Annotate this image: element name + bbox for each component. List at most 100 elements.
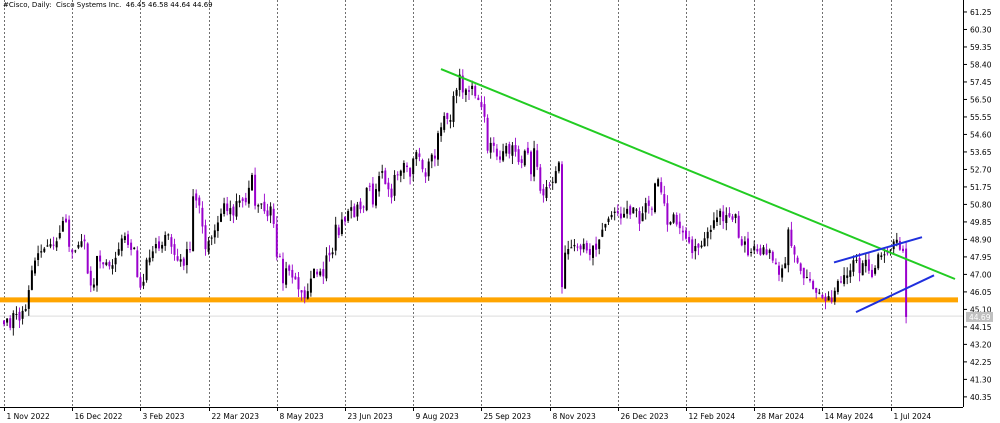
channel-upper [833,236,923,264]
candle-body [821,294,824,299]
candle-body [508,144,511,154]
candle-body [672,214,675,223]
x-tick-label: 3 Feb 2023 [143,412,185,421]
candle-body [461,75,464,93]
candle-body [902,248,904,252]
x-tick-label: 25 Sep 2023 [484,412,532,421]
candle-body [833,290,836,302]
candle-body [6,318,9,323]
candle-body [548,184,551,186]
candle-body [430,154,433,162]
candle-body [229,208,232,215]
candle-body [793,246,796,255]
candle-body [458,74,461,90]
candle-body [254,174,257,206]
candle-body [554,171,557,183]
candle-body [759,248,762,255]
candle-body [164,234,167,246]
candle-body [771,251,774,261]
candle-body [836,281,839,292]
candle-body [251,174,253,191]
candle-body [654,183,656,212]
candle-body [368,185,371,187]
candle-body [468,90,470,92]
candle-body [762,247,765,255]
candle-body [871,269,873,277]
candle-body [9,318,12,328]
candle-body [37,253,40,260]
candle-body [49,244,52,247]
candle-body [511,145,514,156]
candle-body [657,179,660,187]
candle-body [520,159,523,163]
candle-body [12,313,15,329]
candle-body [40,251,43,253]
candle-body [570,247,573,249]
candle-body [65,218,67,222]
candle-body [148,257,151,263]
candle-body [182,258,185,266]
candle-body [123,236,126,241]
candle-body [598,239,601,249]
candle-body [725,215,728,224]
last-price-marker [966,311,993,322]
candle-body [27,290,30,309]
candle-body [737,215,740,238]
candle-body [61,220,64,232]
trendlines [440,68,956,314]
candle-body [561,164,563,288]
candle-body [201,207,204,227]
candle-body [306,291,309,299]
candle-body [167,234,170,236]
candle-body [601,229,604,237]
candle-body [585,243,588,251]
candle-body [260,203,263,205]
candle-body [874,267,877,274]
candle-body [784,263,787,269]
candle-body [852,260,855,272]
candle-body [750,251,753,253]
x-tick-label: 16 Dec 2022 [75,412,123,421]
candle-body [846,275,849,278]
candle-body [74,250,77,252]
candle-body [616,211,619,213]
y-tick-label: 42.25 [970,358,992,367]
candle-body [796,257,799,263]
candle-body [688,236,691,243]
candle-body [170,237,173,247]
candles [3,68,908,336]
candle-body [691,239,694,254]
candle-body [809,278,811,281]
candle-body [68,219,71,247]
candle-body [145,259,148,281]
candle-body [675,214,678,225]
candle-body [362,206,365,208]
y-tick-label: 61.25 [970,8,992,17]
candle-body [415,152,418,160]
candle-body [195,193,198,201]
candle-body [889,249,892,251]
y-tick-label: 47.95 [970,253,992,262]
candle-body [489,142,492,153]
y-tick-label: 43.20 [970,340,992,349]
candle-body [567,248,570,255]
x-tick-label: 12 Feb 2024 [689,412,736,421]
candle-body [3,320,5,325]
candle-body [644,203,647,213]
y-tick-label: 58.40 [970,60,992,69]
candle-body [77,244,80,248]
candle-body [136,250,139,278]
candle-body [328,252,331,256]
candle-body [849,270,852,277]
candle-body [815,287,818,293]
candle-body [238,200,241,203]
candle-body [433,155,436,159]
candle-body [365,187,368,211]
y-tick-label: 50.80 [970,200,992,209]
candle-body [787,229,790,266]
candle-body [158,241,160,249]
candle-body [716,217,718,223]
candle-body [151,251,154,259]
